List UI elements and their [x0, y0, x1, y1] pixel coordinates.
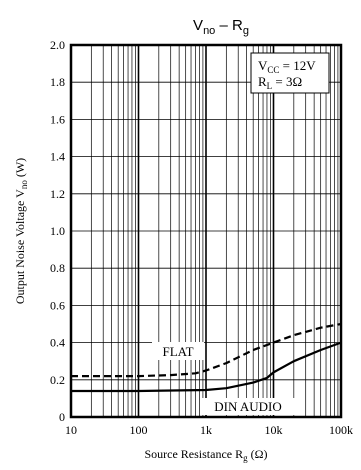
- series-label-din-audio: DIN AUDIO: [214, 399, 282, 414]
- series-layer: [71, 322, 342, 393]
- x-tick-label: 100k: [329, 423, 353, 437]
- y-tick-label: 1.2: [50, 187, 65, 201]
- conditions-box: VCC = 12V RL = 3Ω: [250, 52, 330, 94]
- y-tick-label: 1.4: [50, 150, 65, 164]
- y-tick-label: 1.0: [50, 224, 65, 238]
- y-tick-label: 0: [59, 410, 65, 424]
- x-axis-ticks: 10 100 1k 10k 100k: [65, 423, 353, 437]
- series-line-flat: [71, 322, 342, 378]
- x-tick-label: 1k: [200, 423, 212, 437]
- x-tick-label: 10: [65, 423, 77, 437]
- plot-frame: [69, 43, 343, 419]
- x-axis-title: Source Resistance Rg (Ω): [144, 447, 267, 463]
- y-tick-label: 1.6: [50, 112, 65, 126]
- condition-rl: RL = 3Ω: [258, 74, 302, 91]
- y-tick-label: 0.2: [50, 373, 65, 387]
- y-tick-label: 0.4: [50, 336, 65, 350]
- y-tick-label: 0.8: [50, 261, 65, 275]
- y-tick-label: 2.0: [50, 38, 65, 52]
- y-tick-label: 0.6: [50, 298, 65, 312]
- chart-title: Vno – Rg: [193, 17, 249, 37]
- x-tick-label: 100: [130, 423, 148, 437]
- series-line-din-audio: [71, 341, 342, 393]
- x-tick-label: 10k: [265, 423, 283, 437]
- y-axis-title: Output Noise Voltage Vno (W): [13, 158, 29, 304]
- series-label-flat: FLAT: [162, 344, 193, 359]
- condition-vcc: VCC = 12V: [258, 58, 316, 75]
- y-tick-label: 1.8: [50, 75, 65, 89]
- grid: [70, 44, 342, 418]
- y-axis-ticks: 0 0.2 0.4 0.6 0.8 1.0 1.2 1.4 1.6 1.8 2.0: [50, 38, 65, 424]
